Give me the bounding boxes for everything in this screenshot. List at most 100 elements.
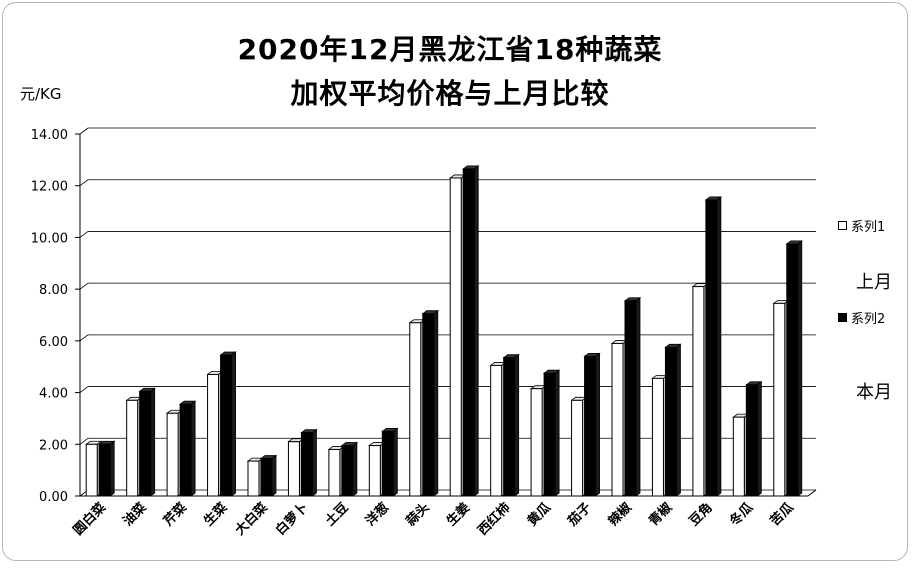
gridline-depth: [79, 334, 89, 342]
bar-series1: [732, 416, 745, 497]
bar-side: [473, 165, 479, 497]
bar-series1: [490, 364, 503, 497]
x-tick-label: 圆白菜: [70, 500, 109, 539]
bar-series2: [260, 458, 273, 497]
y-tick-label: 2.00: [39, 438, 68, 453]
bar-series2: [381, 430, 394, 497]
bar-side: [514, 353, 520, 497]
y-tick-label: 10.00: [31, 231, 68, 246]
floor-edge: [807, 489, 817, 497]
bar-series1: [611, 342, 624, 497]
bar-side: [312, 428, 317, 497]
bar-series2: [98, 443, 111, 497]
bar-series2: [503, 357, 516, 497]
x-tick-label: 冬瓜: [726, 500, 756, 530]
legend-note-this-month: 本月: [856, 382, 892, 403]
bar-series2: [664, 346, 677, 497]
gridline-depth: [79, 127, 89, 135]
chart-title-line2: 加权平均价格与上月比较: [290, 77, 610, 110]
bar-series2: [584, 355, 597, 497]
bar-side: [716, 196, 722, 497]
bar-side: [676, 343, 681, 497]
gridline-depth: [79, 386, 89, 393]
bar-side: [392, 427, 398, 497]
bar-series2: [462, 168, 475, 497]
bar-series1: [449, 177, 462, 497]
legend-item-series2: 系列2: [838, 308, 885, 327]
bar-series1: [773, 302, 786, 497]
bar-side: [352, 441, 358, 497]
bar-side: [433, 309, 439, 497]
bar-series1: [571, 399, 584, 497]
bar-series1: [207, 373, 220, 497]
bar-series2: [705, 199, 718, 497]
bar-series1: [530, 388, 543, 497]
x-tick-label: 土豆: [322, 500, 352, 530]
bar-side: [109, 440, 115, 497]
bar-series2: [341, 445, 354, 497]
y-tick-label: 6.00: [39, 335, 68, 350]
bar-series2: [300, 432, 313, 497]
bar-side: [150, 387, 156, 497]
y-tick-label: 8.00: [39, 283, 68, 298]
bar-side: [595, 352, 600, 497]
y-axis-unit-label: 元/KG: [20, 85, 62, 103]
legend-swatch-series2: [838, 313, 847, 322]
x-tick-label: 茄子: [564, 500, 594, 530]
bar-series1: [126, 399, 139, 497]
bar-side: [756, 381, 762, 497]
x-tick-label: 大白菜: [232, 500, 271, 539]
y-tick-label: 0.00: [39, 490, 68, 505]
x-tick-label: 油菜: [120, 500, 150, 530]
bar-side: [271, 454, 277, 497]
gridline-depth: [79, 179, 89, 187]
x-tick-label: 洋葱: [362, 500, 392, 530]
bar-side: [231, 351, 236, 497]
gridline-depth: [79, 437, 89, 445]
x-tick-label: 芹菜: [160, 500, 190, 530]
legend-label-series2: 系列2: [851, 312, 886, 327]
bar-series2: [220, 354, 233, 497]
legend-label-series1: 系列1: [851, 220, 886, 235]
bar-series1: [287, 441, 300, 497]
bar-series1: [692, 286, 705, 497]
bar-side: [554, 369, 560, 497]
x-tick-label: 苦瓜: [767, 500, 797, 530]
y-tick-label: 12.00: [31, 180, 68, 195]
x-tick-label: 白萝卜: [272, 500, 311, 539]
bar-series2: [624, 300, 637, 497]
bar-series2: [139, 390, 152, 497]
x-tick-label: 青椒: [646, 500, 676, 530]
bar-series2: [543, 372, 556, 497]
x-tick-label: 豆角: [686, 500, 716, 530]
bar-side: [190, 400, 196, 497]
bar-series1: [368, 445, 381, 497]
x-tick-label: 生菜: [201, 500, 231, 530]
gridline-depth: [79, 231, 89, 238]
x-tick-label: 生姜: [443, 500, 473, 530]
bar-side: [635, 296, 641, 497]
bar-series1: [85, 443, 98, 497]
bar-series2: [745, 384, 758, 497]
chart-title-line1: 2020年12月黑龙江省18种蔬菜: [237, 33, 663, 66]
legend-item-series1: 系列1: [838, 216, 885, 235]
legend-swatch-series1: [838, 221, 847, 230]
bar-series1: [651, 377, 664, 497]
x-tick-label: 蒜头: [403, 500, 433, 530]
y-tick-label: 14.00: [31, 128, 68, 143]
legend-note-last-month: 上月: [856, 272, 892, 293]
bar-series2: [179, 403, 192, 497]
bar-series1: [409, 322, 422, 497]
bar-side: [797, 240, 803, 497]
bar-series1: [166, 412, 179, 497]
gridline-depth: [79, 282, 89, 290]
x-tick-label: 黄瓜: [524, 500, 554, 530]
bar-series2: [422, 313, 435, 497]
bar-series2: [786, 243, 799, 497]
x-tick-label: 辣椒: [605, 500, 635, 530]
bar-series1: [328, 448, 341, 497]
y-tick-label: 4.00: [39, 387, 68, 402]
x-tick-label: 西红柿: [475, 500, 514, 539]
bar-series1: [247, 460, 260, 497]
